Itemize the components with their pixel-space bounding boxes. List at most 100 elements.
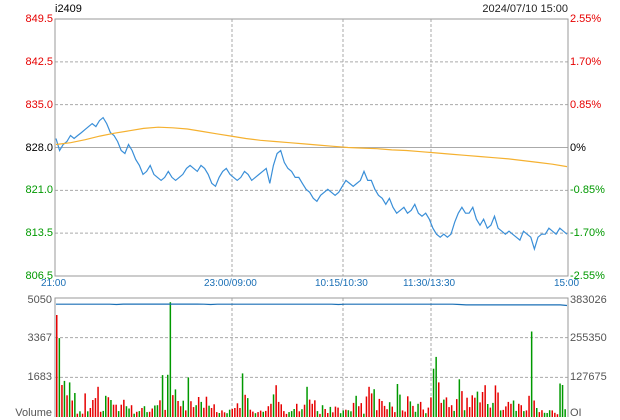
volume-bar (376, 410, 378, 417)
volume-bar (419, 401, 422, 417)
volume-bar (102, 410, 104, 417)
volume-bar (399, 394, 401, 417)
volume-bar (523, 411, 525, 417)
volume-bar (293, 409, 295, 417)
volume-bar (548, 410, 551, 417)
price-axis-label: 849.5 (25, 13, 53, 25)
volume-bar (337, 407, 339, 417)
oi-axis-label: 255350 (570, 331, 607, 344)
volume-bar (262, 411, 264, 417)
volume-bar (234, 408, 236, 417)
volume-bar (280, 404, 282, 417)
volume-bar (174, 389, 177, 417)
volume-bar (484, 385, 486, 417)
volume-bar (249, 409, 252, 417)
volume-bar (409, 401, 412, 417)
volume-bar (296, 403, 298, 417)
volume-axis-title: Volume (15, 407, 52, 419)
volume-bar (347, 410, 350, 417)
volume-bar (497, 392, 499, 417)
volume-bar (226, 413, 228, 417)
volume-bar (74, 393, 76, 417)
volume-bar (404, 411, 406, 417)
volume-bar (92, 400, 94, 417)
volume-bar (125, 406, 128, 417)
volume-bar (265, 410, 267, 417)
volume-bar (358, 406, 360, 417)
volume-bar (94, 398, 97, 417)
volume-bar (383, 405, 386, 417)
volume-bar (401, 410, 404, 417)
volume-bar (474, 397, 476, 417)
volume-bar (342, 410, 344, 417)
volume-bar (254, 413, 257, 417)
volume-bar (241, 373, 244, 417)
volume-bar (355, 395, 357, 417)
percent-axis-label: 2.55% (570, 13, 602, 25)
volume-bar (84, 393, 86, 417)
volume-bar (190, 401, 192, 417)
volume-bar (435, 356, 437, 417)
volume-bar (368, 386, 370, 417)
volume-bar (319, 413, 321, 417)
price-axis-label: 813.5 (25, 227, 53, 240)
volume-bar (564, 409, 566, 417)
volume-bar (479, 402, 481, 417)
volume-bar (301, 409, 303, 417)
volume-bar (324, 409, 326, 417)
volume-bar (200, 401, 202, 417)
volume-bar (277, 401, 280, 417)
volume-bar (505, 406, 507, 417)
volume-bar (425, 413, 427, 417)
volume-bar (76, 413, 79, 417)
percent-axis-label: 0.85% (570, 98, 602, 111)
volume-bar (290, 411, 293, 417)
volume-bar (123, 399, 125, 417)
volume-bar (468, 407, 471, 417)
volume-bar (275, 385, 277, 417)
volume-bar (117, 411, 120, 417)
volume-bar (187, 377, 190, 417)
volume-bar (61, 385, 63, 417)
volume-bar (151, 408, 153, 417)
time-axis-label: 21:00 (41, 278, 67, 289)
volume-axis-label: 1683 (27, 371, 52, 384)
time-axis-label: 11:30/13:30 (403, 278, 456, 289)
volume-bar (172, 395, 174, 417)
volume-bar (414, 411, 417, 417)
volume-bar (143, 406, 146, 417)
volume-bar (422, 409, 424, 417)
volume-bar (105, 395, 107, 417)
volume-bar (360, 403, 362, 417)
volume-bar (81, 413, 84, 417)
volume-bar (244, 394, 246, 417)
volume-bar (197, 397, 200, 417)
volume-bar (252, 411, 254, 417)
volume-bar (97, 386, 99, 417)
price-axis-label: 842.5 (25, 55, 53, 68)
volume-bar (154, 405, 156, 417)
volume-bar (489, 407, 492, 417)
volume-bar (210, 408, 213, 417)
volume-bar (345, 409, 347, 417)
percent-axis-label: 1.70% (570, 55, 602, 68)
volume-bar (530, 331, 533, 417)
volume-bar (156, 405, 159, 417)
time-axis-label: 15:00 (554, 278, 580, 289)
volume-bar (494, 385, 497, 417)
chart-datetime: 2024/07/10 15:00 (482, 3, 568, 15)
volume-bar (257, 412, 259, 417)
volume-bar (430, 397, 432, 417)
volume-bar (327, 413, 329, 417)
volume-bar (177, 401, 179, 417)
volume-bar (89, 408, 92, 417)
volume-bar (195, 405, 197, 417)
volume-bar (332, 412, 334, 417)
symbol-title: i2409 (55, 3, 82, 15)
volume-bar (136, 411, 138, 417)
volume-bar (71, 400, 73, 417)
volume-bar (391, 406, 393, 417)
volume-bar (167, 374, 169, 417)
volume-bar (68, 382, 71, 417)
